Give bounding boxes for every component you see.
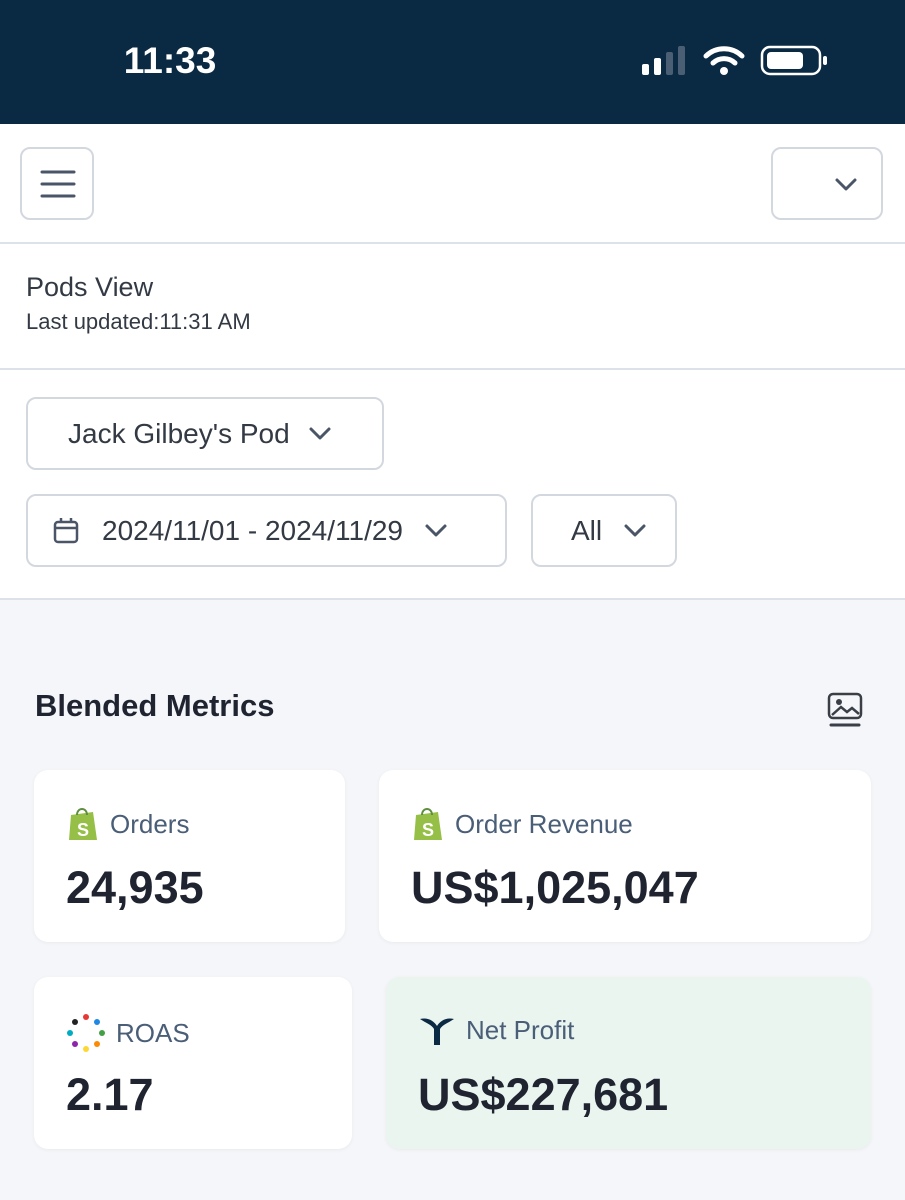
metric-value: 2.17 [66, 1069, 154, 1120]
divider [0, 368, 905, 370]
status-icons [642, 45, 827, 76]
chevron [624, 524, 646, 536]
shopify-icon: S [69, 808, 97, 840]
label-text: ROAS [116, 1017, 190, 1048]
metric-card[interactable]: S Order Revenue US$1,025,047 [379, 770, 871, 942]
pod-select[interactable]: Jack Gilbey's Pod [26, 397, 384, 470]
divider [0, 598, 905, 600]
last-updated: Last updated:11:31 AM [26, 309, 251, 334]
section-title: Blended Metrics [35, 688, 275, 723]
menu-button[interactable] [20, 147, 94, 220]
svg-text:S: S [422, 820, 434, 840]
chevron [309, 427, 331, 439]
metric-card[interactable]: ROAS 2.17 [34, 977, 352, 1149]
metric-label: ROAS [66, 1013, 190, 1053]
roas-icon [67, 1014, 105, 1052]
menu-icon [40, 170, 76, 198]
metric-label: Net Profit [418, 1013, 574, 1047]
metric-value: US$227,681 [418, 1069, 669, 1120]
metric-label: S Order Revenue [411, 806, 633, 842]
shopify-icon: S [414, 808, 442, 840]
date-range-select[interactable]: 2024/11/01 - 2024/11/29 [26, 494, 507, 567]
chevron [425, 524, 447, 536]
page-title: Pods View [26, 272, 154, 302]
channel-select[interactable]: All [531, 494, 677, 567]
label-text: Orders [110, 808, 190, 839]
label-text: Net Profit [466, 1014, 575, 1045]
metric-value: US$1,025,047 [411, 862, 699, 913]
image-export-button[interactable] [826, 692, 864, 730]
account-dropdown[interactable] [771, 147, 883, 220]
metric-label: S Orders [66, 806, 189, 842]
calendar-icon [53, 517, 79, 543]
pod-name: Jack Gilbey's Pod [68, 417, 290, 449]
divider [0, 242, 905, 244]
chevron [835, 178, 857, 191]
status-bar: 11:33 [0, 0, 905, 124]
date-range: 2024/11/01 - 2024/11/29 [102, 514, 403, 546]
svg-text:S: S [77, 820, 89, 840]
metric-card[interactable]: Net Profit US$227,681 [386, 977, 871, 1149]
metric-value: 24,935 [66, 862, 204, 913]
label-text: Order Revenue [455, 808, 633, 839]
clock: 11:33 [123, 40, 217, 81]
whale-icon [420, 1018, 454, 1045]
metric-card[interactable]: S Orders 24,935 [34, 770, 345, 942]
channel: All [571, 514, 603, 546]
